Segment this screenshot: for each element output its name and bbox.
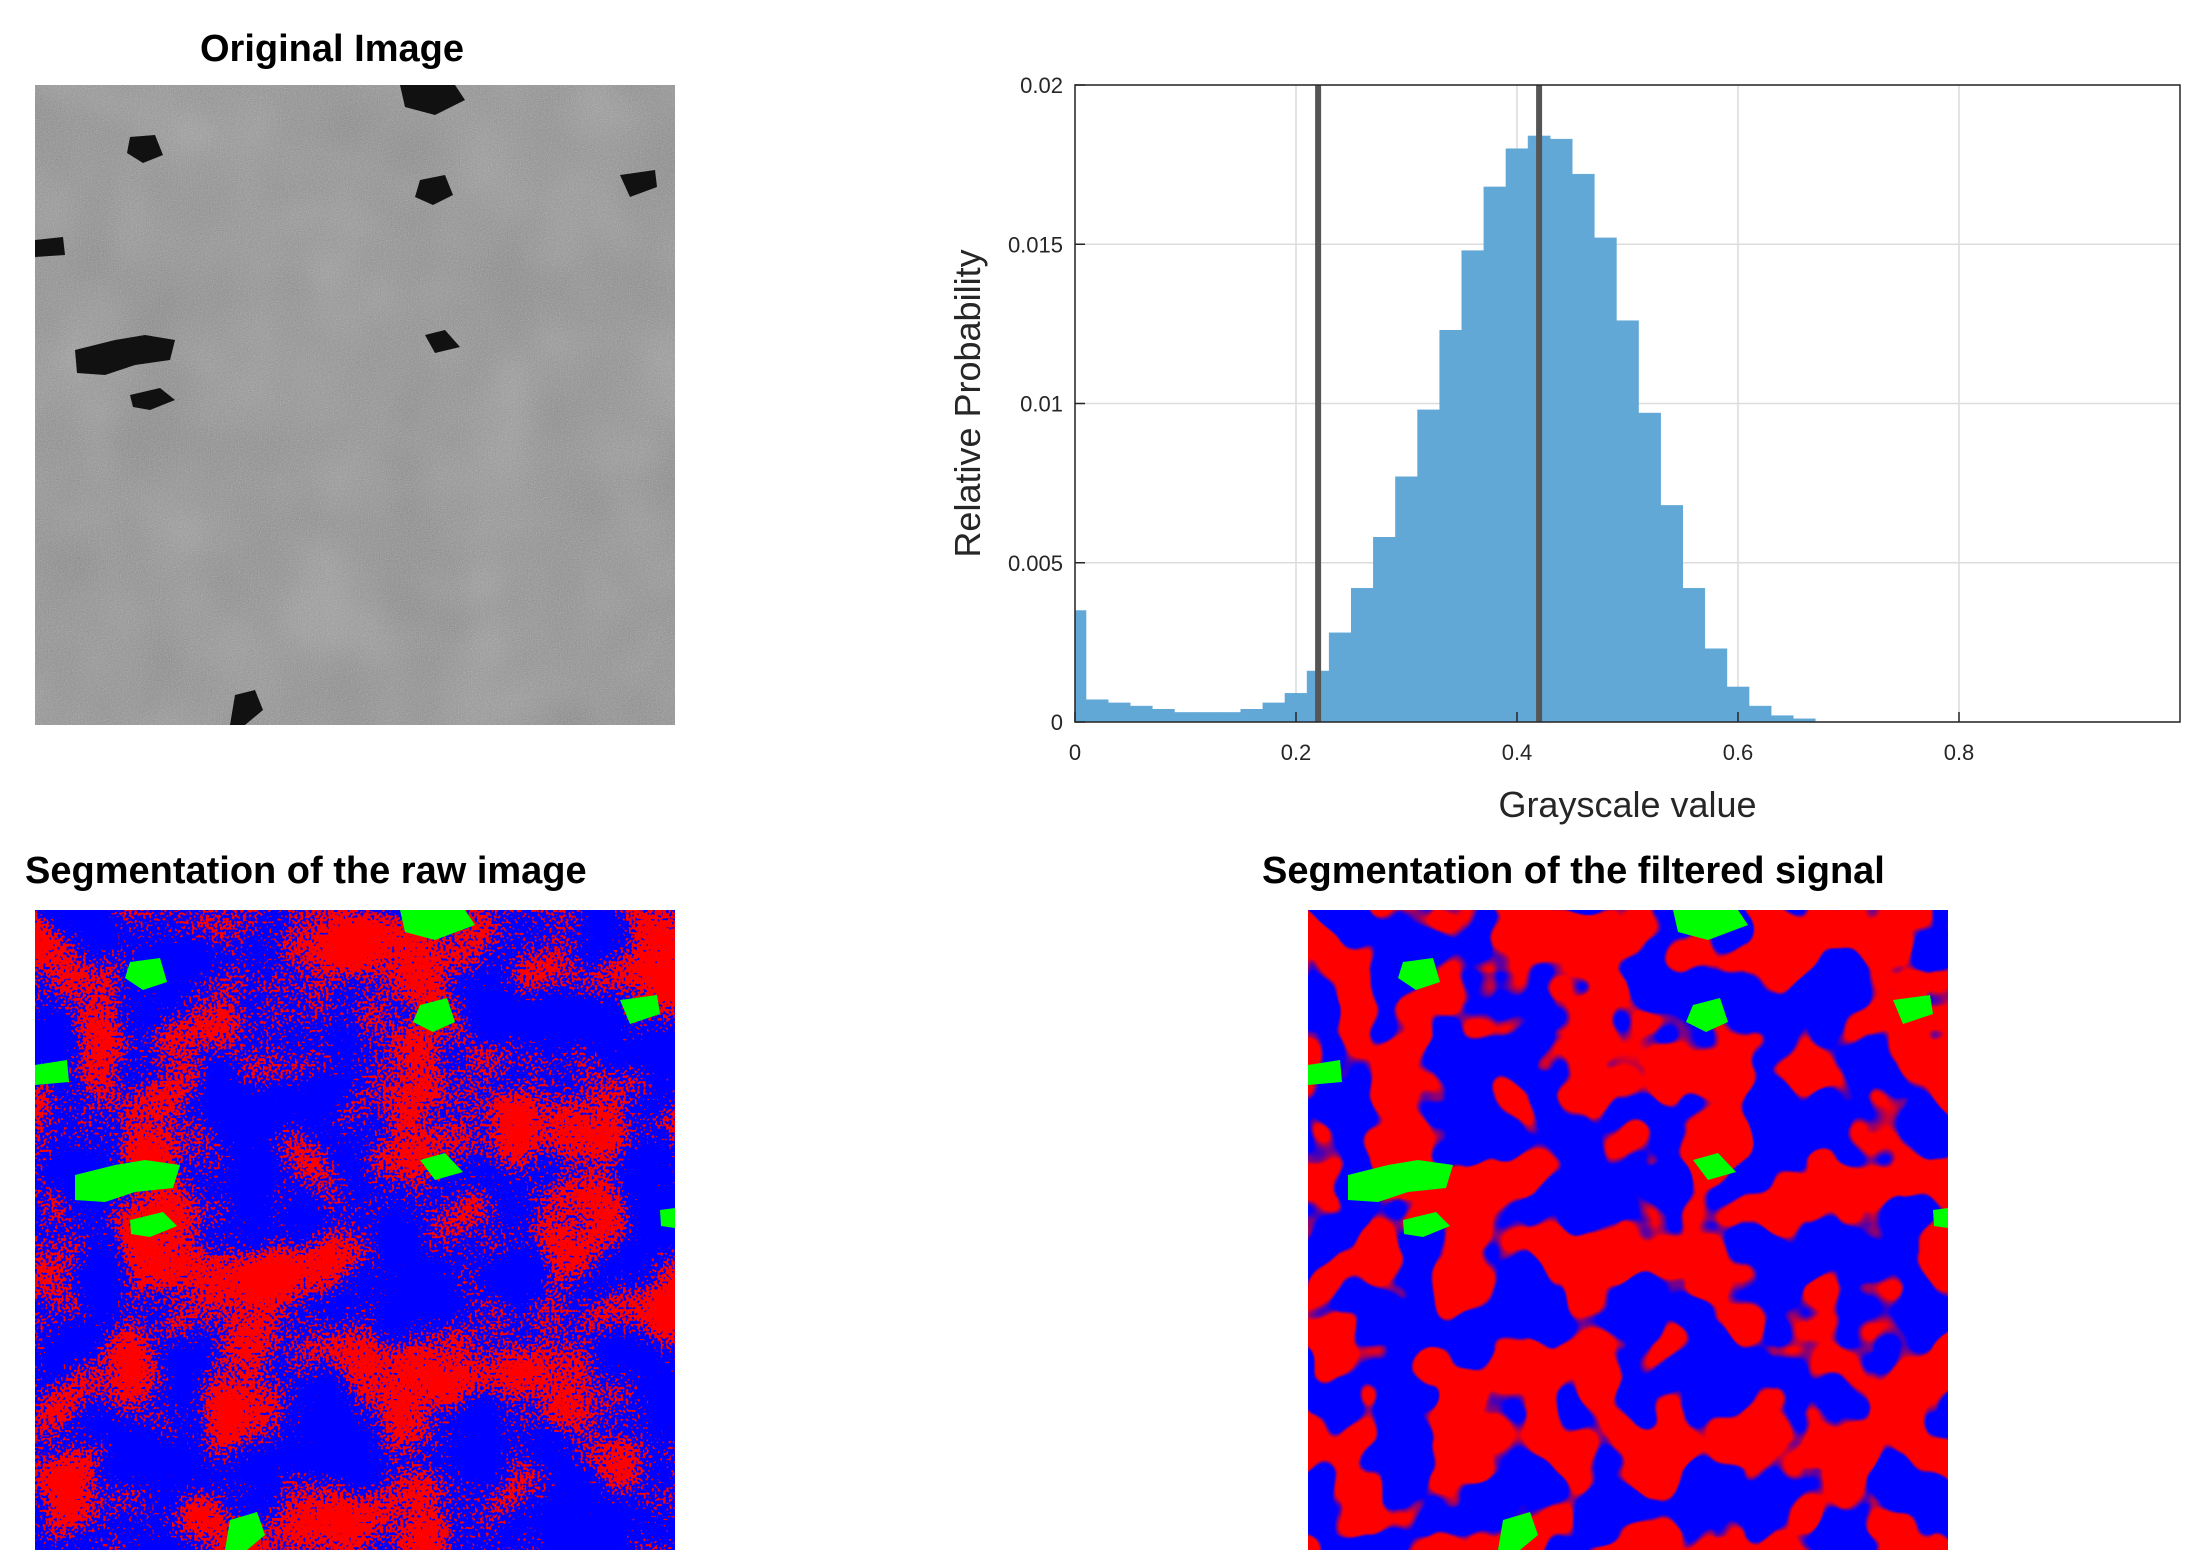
y-tick-label: 0 — [1051, 710, 1063, 735]
axis-ticks: 0 0.2 0.4 0.6 0.8 0 0.005 0.01 0.015 0.02 — [1008, 73, 1974, 765]
histogram-bar — [1174, 712, 1197, 723]
original-grayscale-image — [35, 85, 675, 725]
x-tick-label: 0.6 — [1723, 740, 1754, 765]
raw-segmentation-image — [35, 910, 675, 1550]
histogram-bar — [1262, 702, 1286, 723]
x-tick-label: 0.4 — [1502, 740, 1533, 765]
histogram-bar — [1572, 173, 1595, 723]
original-image-title: Original Image — [200, 28, 464, 70]
histogram-bar — [1505, 148, 1529, 723]
histogram-bar — [1461, 250, 1485, 723]
histogram-bar — [1682, 587, 1706, 723]
histogram-bar — [1770, 715, 1794, 723]
x-tick-label: 0.8 — [1944, 740, 1975, 765]
histogram-bar — [1152, 709, 1175, 723]
histogram-bar — [1638, 412, 1661, 723]
histogram-bar — [1549, 138, 1573, 723]
y-tick-label: 0.015 — [1008, 232, 1063, 257]
histogram-bar — [1074, 610, 1087, 723]
histogram-bar — [1439, 329, 1463, 723]
histogram-bar — [1660, 505, 1684, 723]
x-axis-label: Grayscale value — [1498, 784, 1756, 825]
histogram-bar — [1704, 648, 1728, 723]
x-tick-label: 0 — [1069, 740, 1081, 765]
histogram-bar — [1594, 237, 1617, 723]
histogram-bar — [1240, 709, 1264, 723]
histogram-bar — [1395, 476, 1418, 723]
histogram-bar — [1373, 537, 1396, 723]
filtered-segmentation-image — [1308, 910, 1948, 1550]
histogram-bars — [1074, 135, 1816, 723]
histogram-bar — [1351, 587, 1374, 723]
histogram-bar — [1085, 699, 1109, 723]
threshold-lines — [1315, 85, 1543, 722]
y-tick-label: 0.02 — [1020, 73, 1063, 98]
histogram-bar — [1218, 712, 1241, 723]
y-axis-label: Relative Probability — [947, 249, 988, 557]
y-tick-label: 0.01 — [1020, 392, 1063, 417]
histogram-bar — [1328, 632, 1352, 723]
histogram-bar — [1196, 712, 1219, 723]
x-tick-label: 0.2 — [1281, 740, 1312, 765]
histogram-bar — [1130, 705, 1153, 723]
histogram-bar — [1417, 409, 1440, 723]
histogram-chart: 0 0.2 0.4 0.6 0.8 0 0.005 0.01 0.015 0.02 Graysca… — [900, 60, 2200, 840]
filtered-segmentation-title: Segmentation of the filtered signal — [1262, 850, 1885, 892]
y-tick-label: 0.005 — [1008, 551, 1063, 576]
histogram-bar — [1616, 320, 1639, 723]
histogram-bar — [1748, 705, 1772, 723]
histogram-bar — [1107, 702, 1131, 723]
histogram-bar — [1483, 186, 1507, 723]
raw-segmentation-title: Segmentation of the raw image — [25, 850, 587, 892]
